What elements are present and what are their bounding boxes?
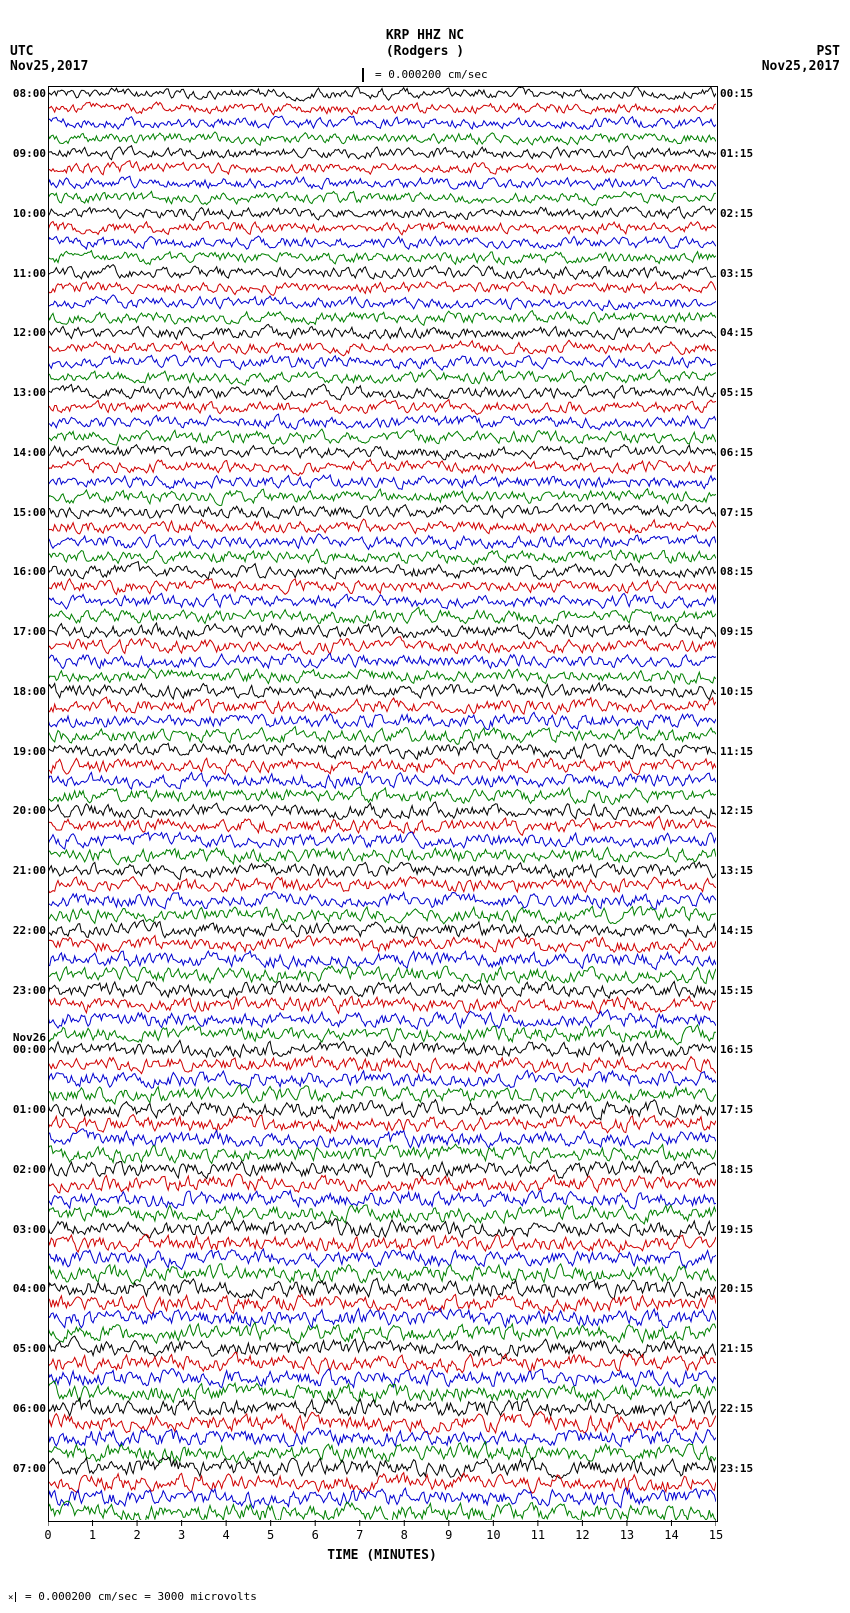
plot-border bbox=[48, 86, 718, 1522]
utc-hour-label: 08:00 bbox=[2, 87, 46, 100]
footer-scale: × = 0.000200 cm/sec = 3000 microvolts bbox=[8, 1590, 257, 1603]
station-title: KRP HHZ NC bbox=[0, 28, 850, 43]
pst-hour-label: 17:15 bbox=[720, 1103, 753, 1116]
pst-hour-label: 09:15 bbox=[720, 625, 753, 638]
utc-hour-label: 00:00 bbox=[2, 1043, 46, 1056]
utc-hour-label: 09:00 bbox=[2, 147, 46, 160]
pst-hour-label: 21:15 bbox=[720, 1342, 753, 1355]
timezone-right: PST Nov25,2017 bbox=[762, 44, 840, 74]
pst-hour-label: 14:15 bbox=[720, 924, 753, 937]
pst-hour-label: 03:15 bbox=[720, 267, 753, 280]
tz-left-name: UTC bbox=[10, 44, 33, 59]
x-axis-ticks bbox=[48, 1520, 716, 1540]
utc-hour-label: 10:00 bbox=[2, 207, 46, 220]
pst-hour-label: 08:15 bbox=[720, 565, 753, 578]
utc-hour-label: 16:00 bbox=[2, 565, 46, 578]
footer-tick-icon: × bbox=[8, 1593, 13, 1603]
pst-hour-label: 06:15 bbox=[720, 446, 753, 459]
pst-hour-label: 00:15 bbox=[720, 87, 753, 100]
seismogram-container: KRP HHZ NC (Rodgers ) = 0.000200 cm/sec … bbox=[0, 0, 850, 1613]
utc-hour-label: 12:00 bbox=[2, 326, 46, 339]
tz-right-date: Nov25,2017 bbox=[762, 59, 840, 74]
utc-hour-label: 19:00 bbox=[2, 745, 46, 758]
utc-hour-label: 07:00 bbox=[2, 1462, 46, 1475]
pst-hour-label: 18:15 bbox=[720, 1163, 753, 1176]
scale-bar-icon bbox=[362, 68, 364, 82]
pst-hour-label: 13:15 bbox=[720, 864, 753, 877]
pst-hour-label: 02:15 bbox=[720, 207, 753, 220]
utc-hour-label: 11:00 bbox=[2, 267, 46, 280]
pst-hour-label: 16:15 bbox=[720, 1043, 753, 1056]
pst-hour-label: 05:15 bbox=[720, 386, 753, 399]
utc-hour-label: 03:00 bbox=[2, 1223, 46, 1236]
station-subtitle: (Rodgers ) bbox=[0, 44, 850, 59]
utc-hour-label: 15:00 bbox=[2, 506, 46, 519]
pst-hour-label: 15:15 bbox=[720, 984, 753, 997]
pst-hour-label: 23:15 bbox=[720, 1462, 753, 1475]
utc-hour-label: 01:00 bbox=[2, 1103, 46, 1116]
utc-hour-label: 18:00 bbox=[2, 685, 46, 698]
timezone-left: UTC Nov25,2017 bbox=[10, 44, 88, 74]
utc-hour-label: 23:00 bbox=[2, 984, 46, 997]
utc-hour-label: 17:00 bbox=[2, 625, 46, 638]
utc-hour-label: 04:00 bbox=[2, 1282, 46, 1295]
pst-hour-label: 01:15 bbox=[720, 147, 753, 160]
utc-hour-label: 06:00 bbox=[2, 1402, 46, 1415]
utc-hour-label: 14:00 bbox=[2, 446, 46, 459]
tz-left-date: Nov25,2017 bbox=[10, 59, 88, 74]
footer-text: = 0.000200 cm/sec = 3000 microvolts bbox=[18, 1590, 256, 1603]
footer-bar-icon bbox=[15, 1592, 16, 1602]
pst-hour-label: 10:15 bbox=[720, 685, 753, 698]
scale-label: = 0.000200 cm/sec bbox=[0, 68, 850, 82]
pst-hour-label: 11:15 bbox=[720, 745, 753, 758]
utc-hour-label: 22:00 bbox=[2, 924, 46, 937]
pst-hour-label: 19:15 bbox=[720, 1223, 753, 1236]
pst-hour-label: 22:15 bbox=[720, 1402, 753, 1415]
utc-hour-label: 13:00 bbox=[2, 386, 46, 399]
pst-hour-label: 20:15 bbox=[720, 1282, 753, 1295]
x-axis-title: TIME (MINUTES) bbox=[48, 1548, 716, 1563]
utc-hour-label: 02:00 bbox=[2, 1163, 46, 1176]
utc-hour-label: 05:00 bbox=[2, 1342, 46, 1355]
tz-right-name: PST bbox=[817, 44, 840, 59]
pst-hour-label: 04:15 bbox=[720, 326, 753, 339]
pst-hour-label: 12:15 bbox=[720, 804, 753, 817]
utc-hour-label: 21:00 bbox=[2, 864, 46, 877]
utc-hour-label: 20:00 bbox=[2, 804, 46, 817]
pst-hour-label: 07:15 bbox=[720, 506, 753, 519]
scale-text: = 0.000200 cm/sec bbox=[368, 68, 487, 81]
